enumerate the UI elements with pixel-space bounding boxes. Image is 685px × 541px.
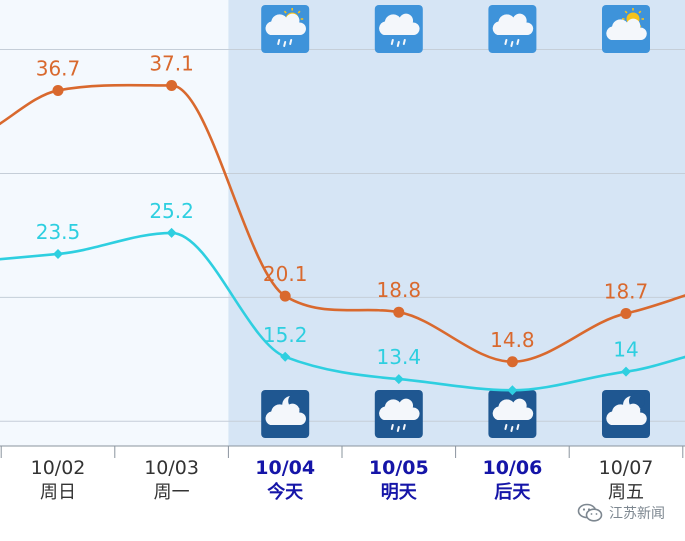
cloud-rain-icon [374, 5, 423, 53]
wechat-icon [577, 503, 603, 522]
high-temp-label: 37.1 [149, 51, 194, 75]
low-temp-point [507, 385, 518, 396]
high-temp-label: 20.1 [263, 262, 308, 286]
chart-background [0, 0, 685, 446]
low-temp-label: 23.5 [36, 220, 81, 244]
moon-cloud-icon [261, 390, 310, 438]
high-temp-point [52, 84, 64, 96]
tick-label-date: 10/06 [482, 457, 542, 479]
past-band [0, 0, 229, 446]
series-lines [0, 83, 685, 392]
high-temp-point [620, 307, 632, 319]
tick-label-date: 10/04 [255, 457, 315, 479]
high-temp-point [279, 290, 291, 302]
watermark: 江苏新闻 [577, 503, 665, 523]
cloud-rain-icon [488, 390, 537, 438]
high-temp-label: 18.8 [377, 278, 422, 302]
low-temp-point [621, 366, 631, 377]
tick-label-day: 周日 [40, 482, 76, 503]
tick-label-day: 今天 [267, 481, 304, 503]
sun-cloud-rain-icon [261, 5, 310, 53]
watermark-text: 江苏新闻 [609, 506, 665, 522]
tick-label-date: 10/02 [31, 457, 86, 479]
high-temp-label: 36.7 [36, 56, 81, 80]
cloud-rain-icon [374, 390, 423, 438]
high-temp-label: 18.7 [604, 279, 649, 303]
tick-label-day: 明天 [381, 482, 418, 503]
forecast-band [228, 0, 685, 446]
gridlines [0, 49, 685, 422]
low-temp-point [280, 351, 291, 362]
series-markers [52, 79, 632, 396]
series-line [0, 83, 685, 364]
high-temp-label: 14.8 [490, 328, 535, 352]
moon-cloud-icon [602, 390, 650, 438]
low-temp-label: 15.2 [263, 323, 308, 347]
low-temp-label: 13.4 [377, 345, 422, 369]
low-temp-point [166, 227, 177, 238]
low-temp-point [393, 374, 404, 385]
low-temp-label: 25.2 [149, 199, 194, 223]
sun-cloud-icon [602, 5, 650, 53]
cloud-rain-icon [488, 5, 537, 53]
high-temp-point [166, 79, 178, 91]
night-weather-icons [261, 390, 650, 438]
tick-label-day: 周一 [154, 482, 190, 503]
tick-label-date: 10/05 [369, 457, 429, 479]
high-temp-point [393, 306, 405, 318]
tick-label-date: 10/03 [144, 457, 199, 479]
series-line [0, 231, 685, 392]
tick-label-date: 10/07 [599, 457, 654, 479]
low-temp-label: 14 [613, 338, 638, 362]
high-temp-point [506, 356, 518, 368]
day-weather-icons [261, 5, 650, 53]
data-labels: 36.7 37.1 20.1 18.8 14.8 18.7 23.5 25.2 15.2 13.4… [36, 51, 649, 369]
low-temp-point [53, 248, 63, 259]
tick-label-day: 后天 [494, 482, 531, 503]
tick-label-day: 周五 [608, 482, 644, 503]
